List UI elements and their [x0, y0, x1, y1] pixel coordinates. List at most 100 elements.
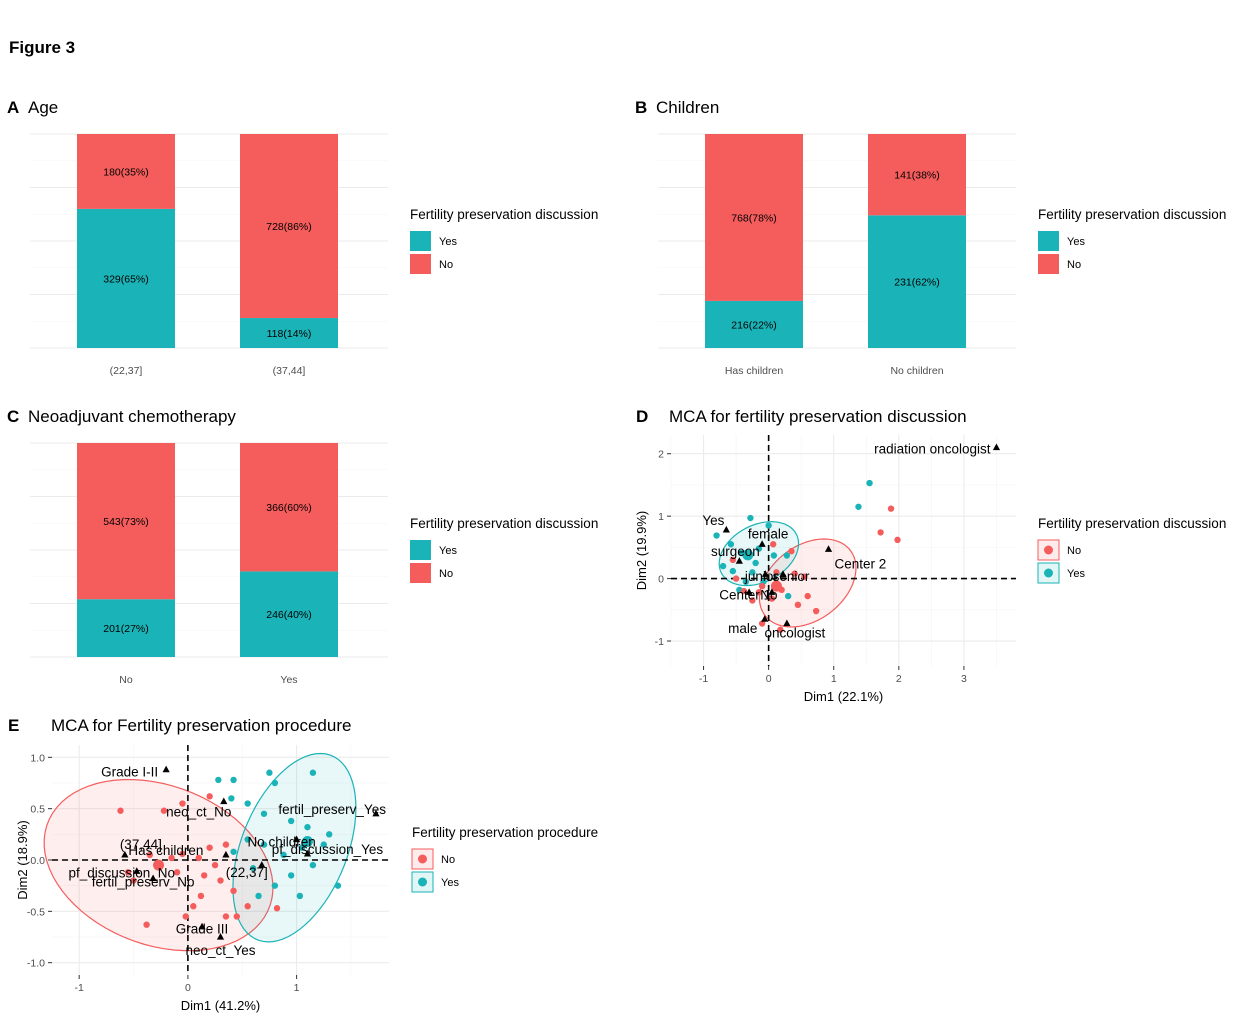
- individual-point-no: [894, 536, 901, 544]
- legend-label-yes: Yes: [1067, 568, 1085, 580]
- legend-title: Fertility preservation discussion: [1038, 516, 1226, 531]
- bar-label-yes: 246(40%): [266, 609, 312, 621]
- individual-point-no: [273, 905, 281, 912]
- individual-point-no: [777, 626, 784, 633]
- bar-yes: [77, 208, 175, 348]
- individual-point-no: [206, 793, 213, 800]
- x-tick-label: 0: [766, 673, 772, 685]
- individual-point-no: [769, 541, 777, 548]
- legend-label-no: No: [1067, 259, 1081, 271]
- confidence-ellipse-yes: [718, 521, 800, 587]
- panel-c: C Neoadjuvant chemotherapy 201(27%) 543(73%…: [7, 407, 598, 686]
- bar-no: [77, 134, 175, 209]
- y-tick-label: 0.5: [30, 804, 45, 816]
- legend: Fertility preservation discussion No Yes: [1037, 516, 1226, 584]
- legend: Fertility preservation discussion Yes No: [410, 207, 598, 274]
- legend-label-no: No: [1067, 545, 1081, 557]
- individual-point-yes: [260, 841, 268, 848]
- category-point-marker: [735, 557, 743, 564]
- individual-point-yes: [783, 552, 791, 559]
- individual-point-no: [222, 913, 230, 920]
- panel-title: Neoadjuvant chemotherapy: [28, 407, 236, 426]
- bar-label-no: 543(73%): [103, 516, 149, 528]
- category-point-marker: [745, 588, 753, 595]
- legend-title: Fertility preservation discussion: [410, 207, 598, 222]
- individual-point-no: [182, 913, 189, 920]
- individual-point-yes: [271, 779, 279, 787]
- individual-point-yes: [727, 541, 735, 548]
- category-point-marker: [779, 570, 787, 577]
- x-tick-label: 3: [961, 673, 967, 685]
- individual-point-yes: [249, 865, 257, 872]
- bar-no: [77, 443, 175, 600]
- panel-letter: E: [8, 716, 19, 735]
- individual-point-yes: [755, 545, 763, 552]
- x-axis-label: Dim1 (22.1%): [804, 689, 883, 704]
- bar-yes: [240, 571, 338, 657]
- category-point-label: oncologist: [764, 626, 825, 641]
- individual-point-yes: [742, 578, 750, 585]
- category-point-label: Grade III: [176, 922, 229, 937]
- x-tick-label: No: [119, 674, 133, 686]
- individual-point-no: [740, 587, 748, 595]
- panel-b: B Children 216(22%) 768(78%) Has children 231…: [635, 98, 1226, 377]
- x-tick-label: Has children: [725, 365, 784, 377]
- individual-point-yes: [855, 503, 862, 510]
- individual-point-no: [773, 569, 780, 576]
- category-point-marker: [372, 809, 380, 817]
- legend: Fertility preservation discussion Yes No: [1038, 207, 1226, 274]
- individual-point-no: [190, 903, 197, 910]
- category-point-marker: [121, 850, 129, 858]
- individual-point-yes: [770, 552, 778, 559]
- y-tick-label: -1.0: [27, 958, 45, 970]
- confidence-ellipse-yes: [232, 752, 357, 943]
- category-point-label: senior: [773, 569, 810, 584]
- individual-point-no: [206, 844, 213, 851]
- x-tick-label: -1: [75, 982, 84, 994]
- individual-point-yes: [747, 514, 754, 522]
- category-point-marker: [162, 765, 170, 773]
- legend-swatch-yes: [1038, 231, 1059, 251]
- legend-dot-no: [1044, 545, 1053, 555]
- category-point-marker: [258, 861, 266, 868]
- bar-no: [240, 134, 338, 319]
- individual-point-no: [794, 601, 802, 609]
- category-point-marker: [768, 588, 776, 595]
- legend-label-yes: Yes: [441, 877, 459, 889]
- individual-point-no: [877, 529, 884, 536]
- bar-label-no: 728(86%): [266, 221, 312, 233]
- individual-point-no: [179, 850, 186, 858]
- panel-title: MCA for fertility preservation discussio…: [669, 407, 967, 426]
- individual-point-no: [233, 913, 241, 920]
- x-tick-label: 0: [185, 982, 191, 994]
- legend-swatch-yes: [410, 540, 431, 560]
- x-tick-label: No children: [890, 365, 943, 377]
- individual-point-yes: [244, 800, 251, 807]
- category-point-label: fertil_preserv_Yes: [278, 802, 386, 817]
- individual-point-yes: [260, 810, 268, 817]
- panel-title: Age: [28, 98, 58, 117]
- legend-swatch-yes: [410, 231, 431, 251]
- category-point-label: female: [748, 526, 789, 541]
- panel-a: A Age 329(65%) 180(35%) (22,37] 118(14%) 728(8…: [7, 98, 598, 377]
- x-tick-label: 1: [294, 982, 300, 994]
- category-point-label: surgeon: [711, 544, 760, 559]
- legend-swatch-no: [1038, 254, 1059, 274]
- category-point-marker: [292, 835, 301, 843]
- x-tick-label: -1: [699, 673, 708, 685]
- legend-label-yes: Yes: [1067, 236, 1085, 248]
- individual-point-yes: [271, 882, 279, 889]
- individual-point-no: [732, 575, 740, 582]
- individual-point-yes: [309, 769, 317, 776]
- category-point-label: (22,37]: [226, 865, 268, 880]
- panel-letter: A: [7, 98, 19, 117]
- figure-title: Figure 3: [9, 38, 75, 57]
- individual-point-no: [729, 556, 737, 564]
- individual-point-yes: [287, 817, 295, 825]
- individual-point-yes: [334, 882, 342, 889]
- legend-label-no: No: [439, 259, 453, 271]
- individual-point-no: [804, 592, 811, 600]
- bar-label-no: 141(38%): [894, 170, 940, 182]
- x-tick-label: Yes: [280, 674, 297, 686]
